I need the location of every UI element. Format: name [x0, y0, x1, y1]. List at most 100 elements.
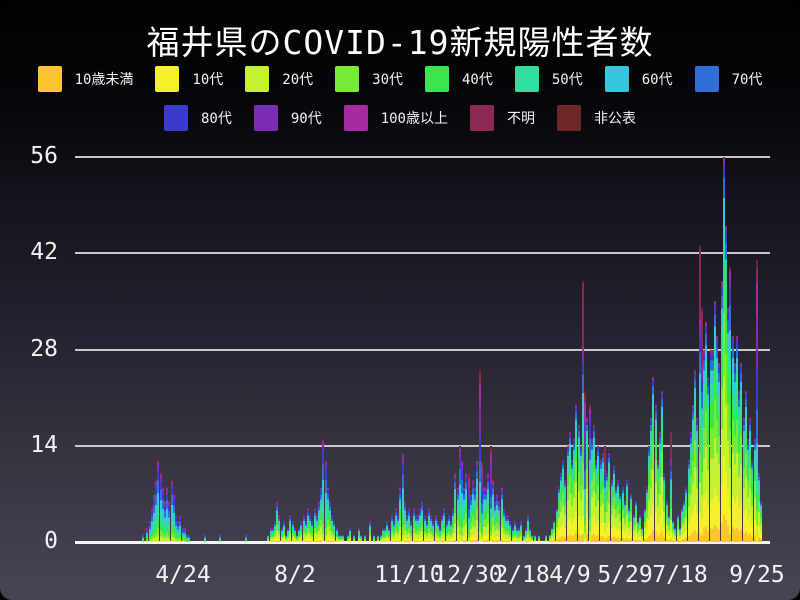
- stacked-bar: [276, 500, 279, 543]
- legend-swatch: [514, 66, 539, 92]
- x-tick-label: 9/25: [729, 562, 785, 588]
- stacked-bar: [665, 500, 668, 543]
- stacked-bar: [705, 322, 708, 542]
- stacked-bar: [487, 473, 490, 543]
- stacked-bar: [397, 514, 400, 542]
- stacked-bar: [634, 500, 637, 543]
- stacked-bar: [681, 507, 683, 542]
- stacked-bar: [434, 514, 437, 542]
- stacked-bar: [672, 521, 675, 542]
- legend-label: 60代: [641, 72, 673, 88]
- stacked-bar: [652, 377, 655, 542]
- stacked-bar: [573, 438, 576, 542]
- stacked-bar: [146, 528, 149, 543]
- stacked-bar: [604, 445, 606, 543]
- legend-swatch: [425, 66, 449, 92]
- stacked-bar: [544, 535, 547, 542]
- legend-label: 30代: [372, 72, 403, 88]
- legend-item: 不明: [470, 105, 535, 131]
- stacked-bar: [188, 535, 191, 542]
- stacked-bar: [452, 507, 455, 542]
- stacked-bar: [674, 528, 677, 543]
- legend-label: 100歳以上: [380, 111, 448, 127]
- stacked-bar: [329, 500, 331, 543]
- x-tick-label: 8/2: [274, 562, 316, 588]
- stacked-bar: [282, 521, 285, 542]
- stacked-bar: [161, 487, 164, 542]
- stacked-bar: [245, 535, 248, 542]
- legend-swatch: [694, 66, 719, 92]
- stacked-bar: [414, 514, 417, 542]
- legend-item: 100歳以上: [343, 105, 448, 131]
- stacked-bar: [320, 487, 323, 542]
- stacked-bar: [430, 514, 433, 542]
- stacked-bar: [392, 521, 395, 542]
- stacked-bar: [711, 349, 714, 542]
- stacked-bar: [364, 535, 367, 542]
- legend-label: 40代: [462, 72, 493, 88]
- stacked-bar: [177, 521, 180, 542]
- x-tick-label: 5/29: [597, 562, 653, 588]
- stacked-bar: [714, 301, 716, 542]
- stacked-bar: [648, 445, 650, 543]
- stacked-bar: [340, 535, 342, 542]
- stacked-bar: [436, 521, 439, 542]
- stacked-bar: [181, 528, 184, 543]
- stacked-bar: [549, 535, 551, 542]
- stacked-bar: [447, 514, 450, 542]
- stacked-bar: [291, 521, 294, 542]
- stacked-bar: [513, 521, 516, 542]
- stacked-bar: [656, 459, 659, 542]
- legend-item: 80代: [163, 105, 232, 131]
- stacked-bar: [716, 335, 719, 543]
- stacked-bar: [718, 363, 721, 543]
- stacked-bar: [632, 514, 635, 542]
- stacked-bar: [641, 528, 644, 543]
- stacked-bar: [606, 473, 609, 543]
- stacked-bar: [419, 507, 422, 542]
- stacked-bar: [467, 473, 470, 543]
- stacked-bar: [342, 535, 345, 542]
- stacked-bar: [168, 500, 171, 543]
- stacked-bar: [489, 445, 492, 543]
- stacked-bar: [285, 535, 287, 542]
- stacked-bar: [722, 157, 725, 542]
- legend-label: 80代: [200, 111, 232, 127]
- stacked-bar: [474, 487, 477, 542]
- stacked-bar: [293, 528, 296, 543]
- legend-row-1: 10歳未満 10代 20代 30代 40代 50代 60代 70代: [0, 66, 800, 92]
- legend-item: 20代: [245, 66, 313, 92]
- stacked-bar: [280, 528, 283, 543]
- stacked-bar: [335, 528, 338, 543]
- legend-swatch: [470, 105, 494, 131]
- stacked-bar: [736, 335, 738, 543]
- stacked-bar: [432, 521, 435, 542]
- stacked-bar: [628, 507, 631, 542]
- stacked-bar: [610, 480, 613, 542]
- stacked-bar: [307, 507, 309, 542]
- stacked-bar: [729, 267, 732, 542]
- stacked-bar: [346, 535, 349, 542]
- legend-swatch: [343, 105, 368, 131]
- stacked-bar: [406, 514, 408, 542]
- stacked-bar: [511, 528, 514, 543]
- stacked-bar: [698, 246, 701, 542]
- stacked-bar: [480, 459, 483, 542]
- stacked-bar: [159, 473, 162, 543]
- stacked-bar: [150, 507, 153, 542]
- stacked-bar: [289, 514, 292, 542]
- stacked-bar: [496, 493, 499, 542]
- stacked-bar: [709, 349, 712, 542]
- stacked-bar: [454, 473, 457, 543]
- stacked-bar: [401, 452, 404, 542]
- stacked-bar: [555, 507, 558, 542]
- stacked-bar: [753, 438, 756, 542]
- legend-label: 不明: [507, 111, 535, 127]
- stacked-bar: [687, 459, 690, 542]
- stacked-bar: [298, 528, 301, 543]
- stacked-bar: [142, 535, 144, 542]
- stacked-bar: [403, 500, 406, 543]
- stacked-bar: [267, 535, 270, 542]
- stacked-bar: [518, 528, 521, 543]
- stacked-bar: [560, 473, 562, 543]
